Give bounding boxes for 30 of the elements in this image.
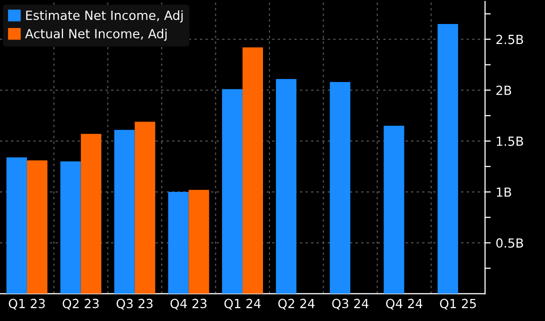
x-tick-label: Q4 23: [170, 298, 206, 310]
bar: [114, 130, 135, 294]
bar: [242, 47, 264, 294]
x-tick-label: Q3 24: [332, 298, 368, 310]
x-tick-label: Q1 24: [224, 298, 261, 310]
bar: [26, 160, 48, 294]
x-tick-label: Q4 24: [386, 298, 422, 310]
bar: [330, 82, 350, 294]
bar: [60, 161, 81, 294]
x-tick-label: Q2 23: [62, 298, 99, 310]
x-tick-label: Q2 24: [278, 298, 315, 310]
y-tick-label: 1B: [496, 188, 512, 197]
legend-label: Estimate Net Income, Adj: [26, 10, 183, 22]
y-tick-label: 1.5B: [496, 136, 524, 146]
y-tick-label: 2.5B: [496, 34, 524, 44]
legend-label: Actual Net Income, Adj: [25, 28, 167, 41]
bar: [438, 24, 458, 294]
bar: [222, 89, 243, 294]
bar: [168, 192, 189, 294]
bar: [384, 126, 404, 294]
x-tick-label: Q1 23: [8, 298, 45, 310]
x-tick-label: Q1 25: [440, 298, 476, 310]
bar: [276, 78, 296, 294]
x-tick-label: Q3 23: [116, 298, 153, 310]
y-tick-label: 0.5B: [496, 238, 524, 248]
bar: [6, 157, 27, 294]
bar: [134, 122, 156, 294]
bar: [188, 190, 210, 294]
y-tick-label: 2B: [496, 86, 512, 95]
bar: [80, 134, 102, 294]
